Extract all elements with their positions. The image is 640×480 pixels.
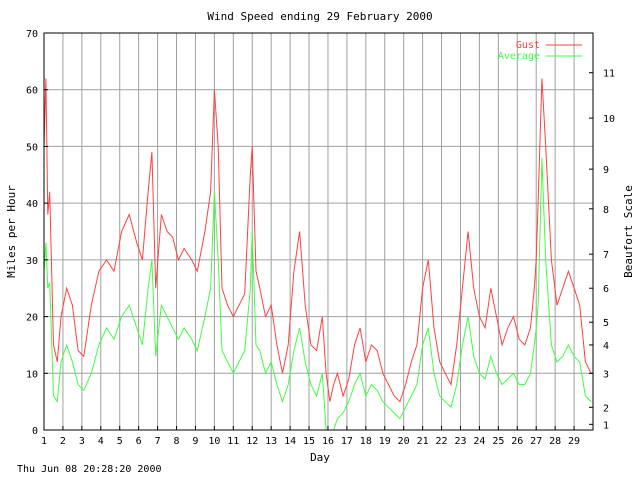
x-tick-label: 10 <box>208 436 220 447</box>
y-tick-label: 20 <box>26 313 38 324</box>
beaufort-tick-label: 1 <box>603 420 609 431</box>
x-tick-label: 26 <box>511 436 523 447</box>
beaufort-tick-label: 6 <box>603 284 609 295</box>
x-tick-label: 23 <box>454 436 466 447</box>
x-tick-label: 11 <box>227 436 239 447</box>
chart-title: Wind Speed ending 29 February 2000 <box>207 10 432 23</box>
x-tick-label: 16 <box>322 436 334 447</box>
x-tick-label: 19 <box>379 436 391 447</box>
beaufort-tick-label: 2 <box>603 403 609 414</box>
x-tick-label: 6 <box>136 436 142 447</box>
x-tick-label: 7 <box>155 436 161 447</box>
beaufort-tick-label: 5 <box>603 318 609 329</box>
y2-axis-label: Beaufort Scale <box>622 185 635 278</box>
x-tick-label: 2 <box>60 436 66 447</box>
beaufort-tick-label: 10 <box>603 114 615 125</box>
grid <box>43 32 593 431</box>
legend-label-gust: Gust <box>516 40 540 51</box>
x-tick-label: 15 <box>303 436 315 447</box>
y-tick-label: 60 <box>26 86 38 97</box>
x-tick-label: 1 <box>41 436 47 447</box>
x-tick-label: 18 <box>360 436 372 447</box>
y-tick-label: 70 <box>26 29 38 40</box>
series-layer <box>43 78 592 431</box>
y-tick-label: 0 <box>32 426 38 437</box>
x-tick-label: 21 <box>417 436 429 447</box>
x-tick-label: 24 <box>473 436 485 447</box>
beaufort-tick-label: 7 <box>603 250 609 261</box>
beaufort-tick-label: 11 <box>603 69 615 80</box>
axes: 1 2 3 4 5 6 7 8 9 10 11 12 13 14 15 16 17 18 19 20 21 22 23 24 2… <box>26 29 615 447</box>
beaufort-tick-label: 8 <box>603 205 609 216</box>
legend-label-average: Average <box>498 51 540 62</box>
x-tick-label: 12 <box>246 436 258 447</box>
beaufort-tick-label: 9 <box>603 165 609 176</box>
x-tick-label: 25 <box>492 436 504 447</box>
x-tick-label: 8 <box>174 436 180 447</box>
timestamp: Thu Jun 08 20:28:20 2000 <box>17 464 162 475</box>
x-tick-label: 20 <box>398 436 410 447</box>
plot-frame <box>43 32 594 431</box>
x-tick-label: 5 <box>117 436 123 447</box>
x-tick-label: 17 <box>341 436 353 447</box>
y-tick-label: 50 <box>26 142 38 153</box>
series-line-gust <box>43 78 592 403</box>
y-axis-label: Miles per Hour <box>5 185 18 278</box>
x-axis-label: Day <box>310 451 330 464</box>
y-tick-label: 30 <box>26 256 38 267</box>
beaufort-tick-label: 4 <box>603 341 609 352</box>
x-tick-label: 14 <box>284 436 296 447</box>
x-tick-label: 3 <box>79 436 85 447</box>
x-tick-label: 13 <box>265 436 277 447</box>
x-tick-label: 27 <box>530 436 542 447</box>
x-tick-label: 9 <box>192 436 198 447</box>
x-tick-label: 4 <box>98 436 104 447</box>
y-tick-label: 40 <box>26 199 38 210</box>
beaufort-tick-label: 3 <box>603 369 609 380</box>
series-line-average <box>43 157 592 431</box>
x-tick-label: 22 <box>436 436 448 447</box>
y-tick-label: 10 <box>26 369 38 380</box>
x-tick-label: 28 <box>549 436 561 447</box>
x-tick-label: 29 <box>568 436 580 447</box>
